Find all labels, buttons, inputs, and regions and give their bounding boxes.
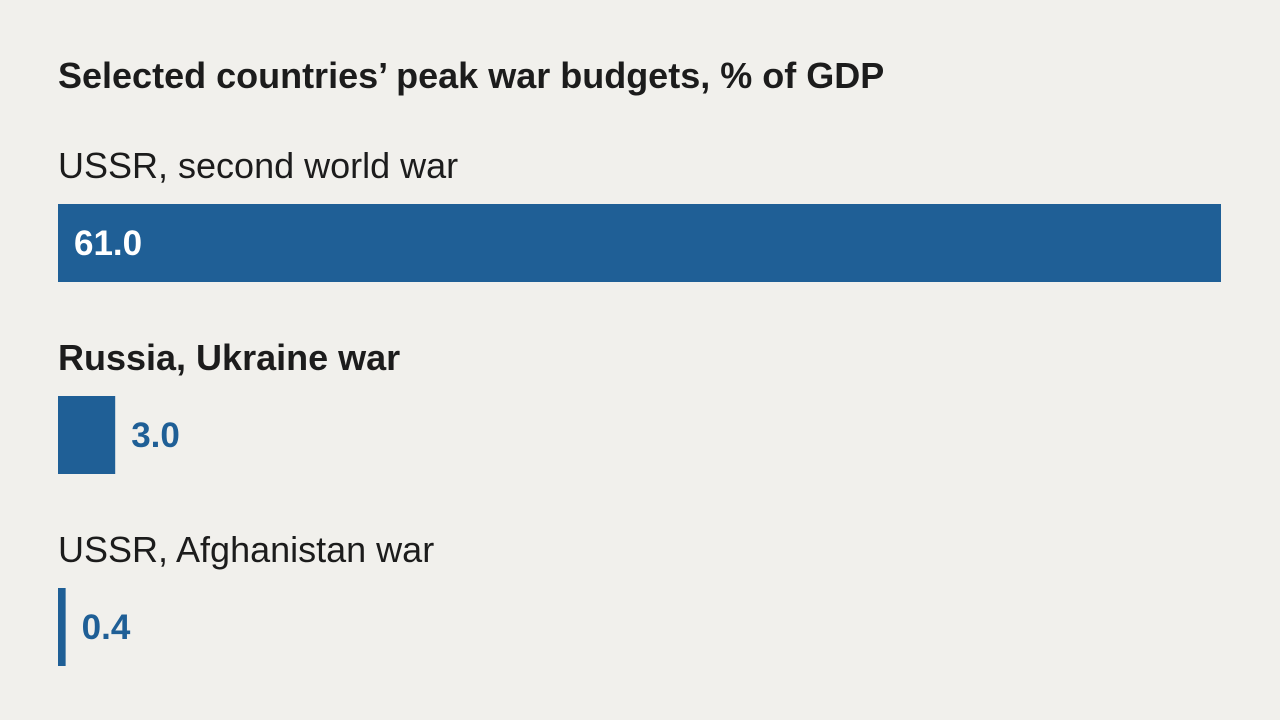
bars-group: USSR, second world war 61.0 Russia, Ukrain… [58,145,1221,666]
bar [58,396,116,474]
value-label: 3.0 [131,416,180,455]
category-label: USSR, second world war [58,145,458,186]
bar [58,204,1221,282]
bar [58,588,66,666]
value-label: 0.4 [82,608,131,647]
value-label: 61.0 [74,224,142,263]
category-label: USSR, Afghanistan war [58,529,434,570]
category-label: Russia, Ukraine war [58,337,400,378]
chart-title: Selected countries’ peak war budgets, % … [58,55,884,96]
